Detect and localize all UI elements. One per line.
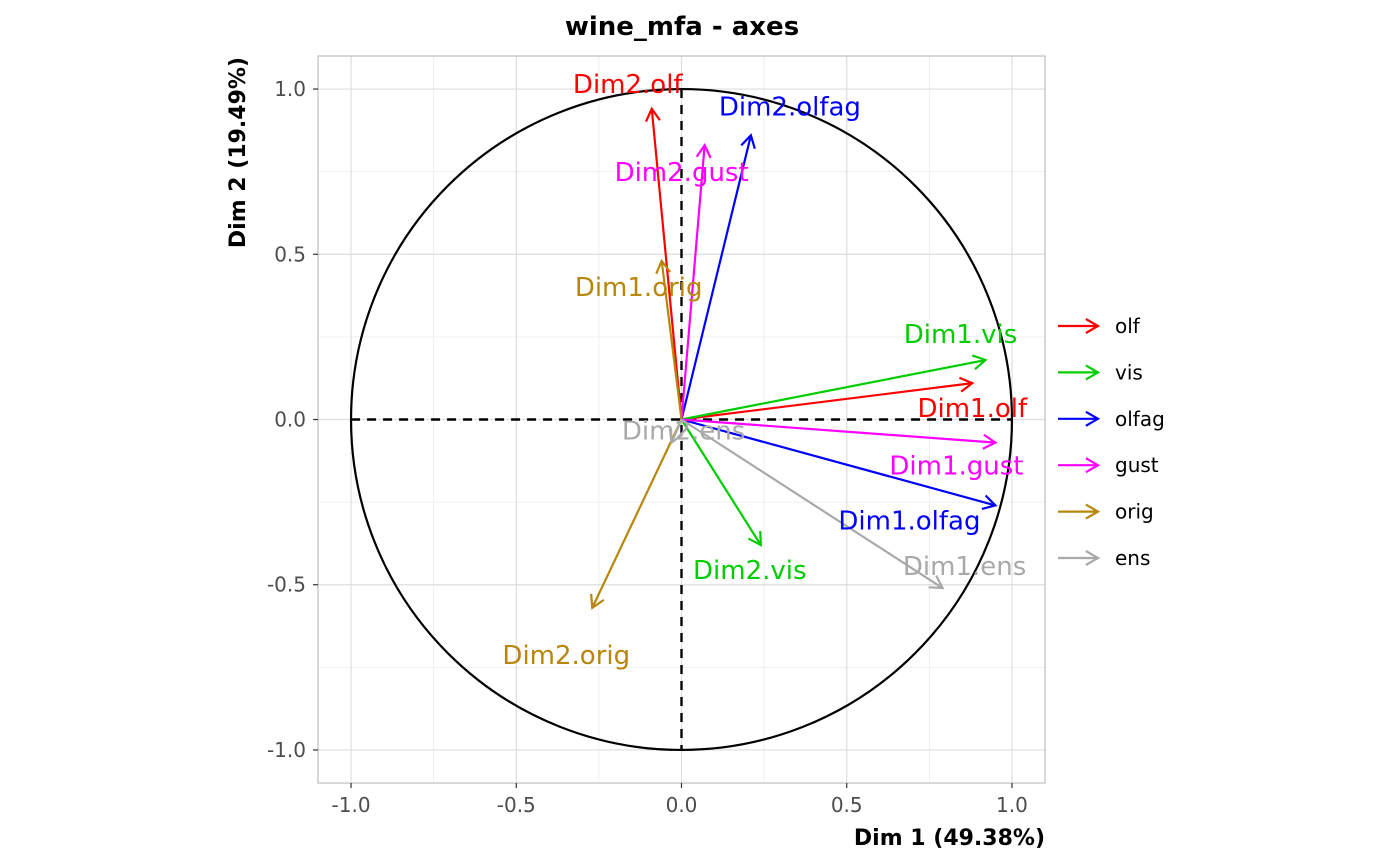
- vector-dim2-olf: [644, 106, 683, 420]
- y-axis-title: Dim 2 (19.49%): [226, 57, 251, 248]
- legend-label-olf: olf: [1115, 314, 1141, 338]
- legend-key-gust-head: [1085, 457, 1101, 474]
- vector-dim2-gust-head: [695, 143, 712, 159]
- vector-dim2-vis: [680, 418, 762, 547]
- vector-dim1-orig-head: [655, 258, 671, 275]
- legend-key-ens: [1058, 550, 1101, 566]
- vector-dim1-vis: [681, 354, 988, 421]
- vector-dim2-gust-shaft: [680, 145, 706, 420]
- label-dim1-olfag: Dim1.olfag: [838, 506, 980, 536]
- legend-label-olfag: olfag: [1115, 407, 1165, 431]
- correlation-circle: [349, 87, 1014, 752]
- legend-key-orig: [1058, 503, 1101, 520]
- label-dim2-gust: Dim2.gust: [615, 158, 749, 188]
- y-tick-label: -1.0: [267, 738, 306, 762]
- vector-dim2-ens-shaft: [670, 419, 683, 444]
- x-tick-label: 1.0: [996, 793, 1028, 817]
- vector-dim1-olfag-shaft: [681, 418, 996, 507]
- vector-dim2-orig: [590, 419, 683, 610]
- vector-dim2-olf-shaft: [650, 108, 683, 420]
- legend: olf vis olfag gust orig ens: [1058, 314, 1165, 570]
- y-tick-label: 0.5: [274, 242, 306, 266]
- vector-dim1-ens: [680, 418, 945, 590]
- vector-dim1-olf-shaft: [681, 382, 973, 421]
- legend-key-olf-head: [1085, 318, 1101, 334]
- legend-label-orig: orig: [1115, 500, 1154, 524]
- chart-title: wine_mfa - axes: [565, 12, 799, 42]
- legend-key-vis-head: [1085, 364, 1101, 381]
- vector-dim1-ens-head: [928, 575, 945, 590]
- legend-item-olf: olf: [1058, 314, 1141, 338]
- vector-dim1-olf-head: [958, 376, 975, 393]
- label-dim2-orig: Dim2.orig: [502, 641, 630, 671]
- label-dim1-vis: Dim1.vis: [904, 320, 1018, 350]
- legend-item-orig: orig: [1058, 500, 1154, 524]
- legend-key-ens-head: [1085, 550, 1101, 566]
- y-tick-label: 1.0: [274, 77, 306, 101]
- legend-item-vis: vis: [1058, 360, 1143, 384]
- x-axis-title: Dim 1 (49.38%): [854, 826, 1045, 851]
- vector-dim1-gust: [681, 418, 998, 450]
- vector-dim2-olfag-head: [740, 133, 756, 150]
- vector-dim2-gust: [680, 143, 712, 420]
- label-dim2-vis: Dim2.vis: [693, 556, 807, 586]
- x-tick-label: 0.0: [666, 793, 698, 817]
- legend-key-olfag: [1058, 410, 1101, 427]
- vector-dim1-gust-head: [982, 433, 998, 450]
- label-dim1-orig: Dim1.orig: [575, 273, 703, 303]
- vector-dim1-orig-shaft: [660, 260, 683, 420]
- vector-dim2-ens-head: [668, 428, 684, 445]
- legend-key-olfag-head: [1085, 410, 1101, 427]
- vector-labels: Dim1.olf Dim2.olf Dim1.vis Dim2.vis Dim1.olf…: [502, 70, 1028, 671]
- vector-dim2-vis-shaft: [680, 418, 762, 546]
- label-dim2-olf: Dim2.olf: [573, 70, 684, 100]
- legend-label-gust: gust: [1115, 453, 1159, 477]
- legend-item-ens: ens: [1058, 546, 1150, 570]
- vector-dim1-olfag: [681, 418, 998, 511]
- vector-dim2-olfag-shaft: [680, 135, 752, 420]
- vector-dim2-orig-head: [590, 593, 605, 610]
- label-dim2-olfag: Dim2.olfag: [719, 92, 861, 122]
- vector-dim1-ens-shaft: [680, 418, 944, 589]
- vector-dim1-orig: [655, 258, 683, 420]
- label-dim2-ens: Dim2.ens: [622, 417, 745, 447]
- vector-dim2-vis-head: [747, 531, 762, 547]
- legend-key-orig-head: [1085, 503, 1101, 520]
- legend-item-gust: gust: [1058, 453, 1159, 477]
- legend-key-vis: [1058, 364, 1101, 381]
- legend-key-gust: [1058, 457, 1101, 474]
- legend-label-vis: vis: [1115, 360, 1143, 384]
- vector-dim1-gust-shaft: [681, 418, 996, 444]
- legend-item-olfag: olfag: [1058, 407, 1165, 431]
- x-tick-label: -1.0: [332, 793, 371, 817]
- vector-dim1-vis-head: [971, 354, 988, 371]
- legend-key-olf: [1058, 318, 1101, 334]
- label-dim1-gust: Dim1.gust: [889, 452, 1023, 482]
- vector-dim1-vis-shaft: [681, 358, 986, 421]
- vector-dim2-ens: [668, 419, 684, 445]
- label-dim1-olf: Dim1.olf: [917, 394, 1028, 424]
- y-tick-label: -0.5: [267, 573, 306, 597]
- x-tick-label: -0.5: [497, 793, 536, 817]
- legend-label-ens: ens: [1115, 546, 1150, 570]
- y-tick-label: 0.0: [274, 408, 306, 432]
- x-tick-label: 0.5: [831, 793, 863, 817]
- vector-dim1-olfag-head: [981, 494, 998, 511]
- vector-dim1-olf: [681, 376, 975, 421]
- vector-dim2-olf-head: [644, 106, 661, 123]
- label-dim1-ens: Dim1.ens: [903, 552, 1026, 582]
- plot-panel: -1.0 -0.5 0.0 0.5 1.0 -1.0 -0.5 0.0 0.5 1.0 Dim1.o…: [267, 55, 1046, 817]
- vector-dim2-orig-shaft: [591, 419, 683, 609]
- vector-dim2-olfag: [680, 133, 756, 420]
- vector-arrows: [590, 106, 998, 610]
